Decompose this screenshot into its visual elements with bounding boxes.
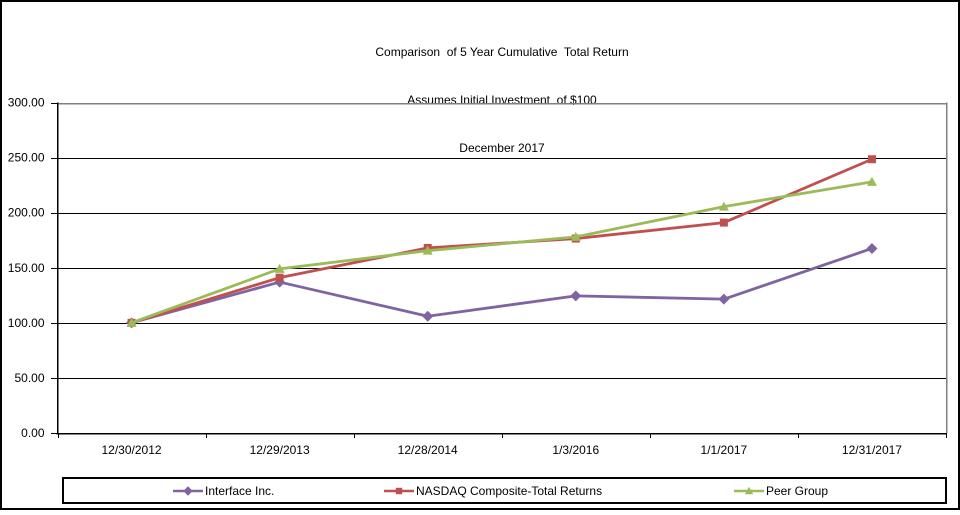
- line-triangle-marker-icon: [734, 486, 764, 494]
- svg-text:200.00: 200.00: [8, 206, 45, 220]
- line-square-marker-icon: [384, 487, 414, 494]
- svg-text:1/1/2017: 1/1/2017: [701, 443, 748, 457]
- legend-item-interface: Interface Inc.: [172, 479, 274, 502]
- svg-text:150.00: 150.00: [8, 261, 45, 275]
- chart-title-line1: Comparison of 5 Year Cumulative Total Re…: [375, 45, 629, 59]
- legend-label-peer-group: Peer Group: [766, 483, 829, 498]
- legend-label-interface: Interface Inc.: [205, 483, 275, 498]
- chart-title-block: Comparison of 5 Year Cumulative Total Re…: [57, 12, 947, 172]
- svg-text:250.00: 250.00: [8, 151, 45, 165]
- svg-text:300.00: 300.00: [8, 96, 45, 110]
- svg-text:12/30/2012: 12/30/2012: [102, 443, 162, 457]
- legend-label-nasdaq: NASDAQ Composite-Total Returns: [416, 483, 603, 498]
- line-diamond-marker-icon: [173, 485, 203, 496]
- legend-item-peer-group: Peer Group: [733, 479, 828, 502]
- svg-text:12/31/2017: 12/31/2017: [842, 443, 902, 457]
- svg-text:100.00: 100.00: [8, 316, 45, 330]
- chart-title-line3: December 2017: [459, 141, 545, 155]
- svg-text:12/28/2014: 12/28/2014: [398, 443, 458, 457]
- svg-text:0.00: 0.00: [21, 426, 45, 440]
- chart-legend: Interface Inc. NASDAQ Composite-Total Re…: [62, 477, 947, 504]
- svg-text:1/3/2016: 1/3/2016: [552, 443, 599, 457]
- svg-text:50.00: 50.00: [14, 371, 44, 385]
- svg-text:12/29/2013: 12/29/2013: [250, 443, 310, 457]
- legend-item-nasdaq: NASDAQ Composite-Total Returns: [383, 479, 602, 502]
